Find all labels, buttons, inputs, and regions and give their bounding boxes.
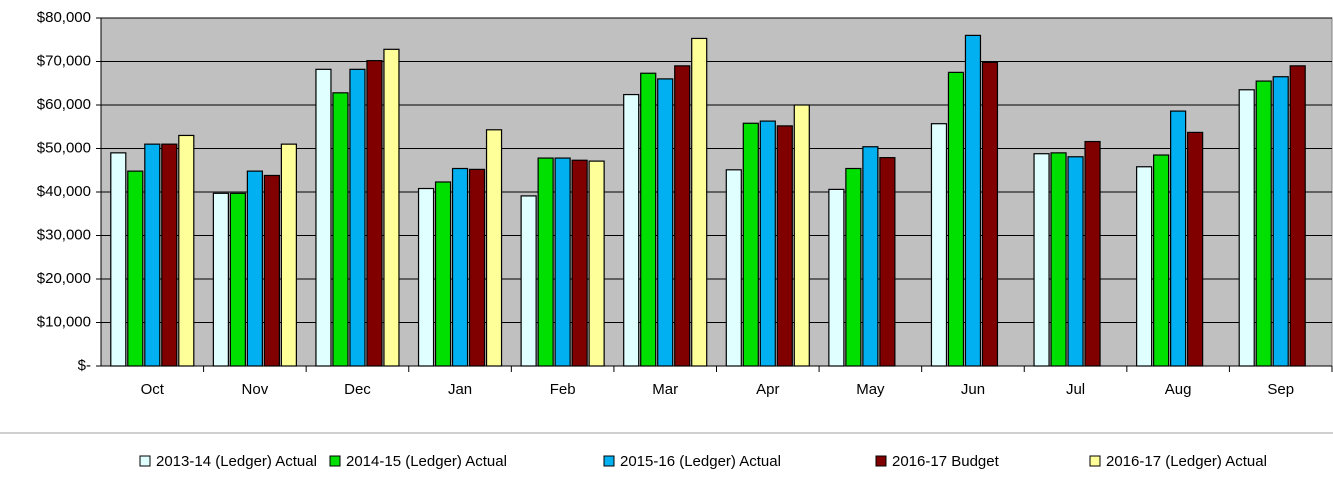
- bar: [640, 72, 657, 367]
- bar: [657, 78, 674, 367]
- legend-label: 2013-14 (Ledger) Actual: [156, 453, 317, 470]
- bar: [127, 170, 144, 367]
- bar: [144, 143, 161, 367]
- bar: [1084, 140, 1101, 367]
- y-tick-label: $-: [78, 357, 91, 374]
- bar: [776, 125, 793, 367]
- y-tick-label: $50,000: [37, 139, 91, 156]
- x-tick-label: Aug: [1165, 381, 1192, 398]
- bar: [263, 174, 280, 367]
- bar: [178, 134, 195, 367]
- bar: [1289, 65, 1306, 367]
- legend-label: 2015-16 (Ledger) Actual: [620, 453, 781, 470]
- bar: [1238, 89, 1255, 367]
- bar: [879, 157, 896, 367]
- bar: [349, 68, 366, 367]
- bar: [1255, 80, 1272, 367]
- bar: [588, 160, 605, 367]
- bar: [383, 48, 400, 367]
- bar: [1187, 131, 1204, 367]
- bar: [1050, 152, 1067, 367]
- y-tick-label: $20,000: [37, 270, 91, 287]
- bar: [485, 129, 503, 367]
- bar: [246, 170, 263, 367]
- bar: [366, 60, 383, 367]
- bar: [1272, 76, 1289, 367]
- bar: [862, 146, 879, 367]
- bar: [229, 192, 246, 367]
- bar: [1067, 156, 1084, 367]
- y-tick-label: $70,000: [37, 52, 91, 69]
- x-tick-label: Apr: [756, 381, 779, 398]
- bar: [1153, 154, 1170, 367]
- bar: [759, 120, 776, 367]
- bar: [1033, 153, 1050, 367]
- x-tick-label: Dec: [344, 381, 371, 398]
- bar: [930, 123, 948, 367]
- bar: [315, 68, 332, 367]
- bar: [691, 37, 708, 367]
- bar: [537, 157, 554, 367]
- legend-swatch: [329, 455, 341, 467]
- bar: [280, 143, 297, 367]
- legend-swatch: [1089, 455, 1101, 467]
- bar: [332, 92, 349, 367]
- bar: [417, 187, 435, 367]
- x-tick-label: May: [856, 381, 885, 398]
- bar: [793, 104, 810, 367]
- bar: [520, 195, 537, 367]
- y-tick-label: $60,000: [37, 96, 91, 113]
- bar: [110, 152, 127, 367]
- bar: [674, 65, 691, 367]
- x-tick-label: Oct: [141, 381, 165, 398]
- x-tick-label: Mar: [652, 381, 678, 398]
- x-tick-label: Sep: [1267, 381, 1294, 398]
- bar: [451, 167, 469, 367]
- bar: [212, 192, 229, 367]
- x-tick-label: Nov: [242, 381, 269, 398]
- bar: [845, 167, 862, 367]
- x-tick-label: Jun: [961, 381, 985, 398]
- x-tick-label: Feb: [550, 381, 576, 398]
- legend-label: 2014-15 (Ledger) Actual: [346, 453, 507, 470]
- legend-label: 2016-17 (Ledger) Actual: [1106, 453, 1267, 470]
- bar: [1136, 166, 1153, 367]
- bar: [828, 188, 845, 367]
- bar: [623, 93, 640, 367]
- bar: [554, 157, 571, 367]
- bar: [1170, 110, 1187, 367]
- legend-label: 2016-17 Budget: [892, 453, 1000, 470]
- legend-swatch: [603, 455, 615, 467]
- y-tick-label: $80,000: [37, 9, 91, 26]
- legend-swatch: [139, 455, 151, 467]
- bar: [161, 143, 178, 367]
- bar: [742, 122, 759, 367]
- y-tick-label: $30,000: [37, 226, 91, 243]
- bar: [947, 71, 965, 367]
- legend-swatch: [875, 455, 887, 467]
- y-tick-label: $10,000: [37, 313, 91, 330]
- bar: [964, 34, 982, 367]
- y-tick-label: $40,000: [37, 183, 91, 200]
- bar: [571, 159, 588, 367]
- bar: [981, 61, 999, 367]
- x-tick-label: Jan: [448, 381, 472, 398]
- bar: [468, 168, 486, 367]
- bar: [434, 181, 452, 367]
- x-tick-label: Jul: [1066, 381, 1085, 398]
- bar: [725, 169, 742, 367]
